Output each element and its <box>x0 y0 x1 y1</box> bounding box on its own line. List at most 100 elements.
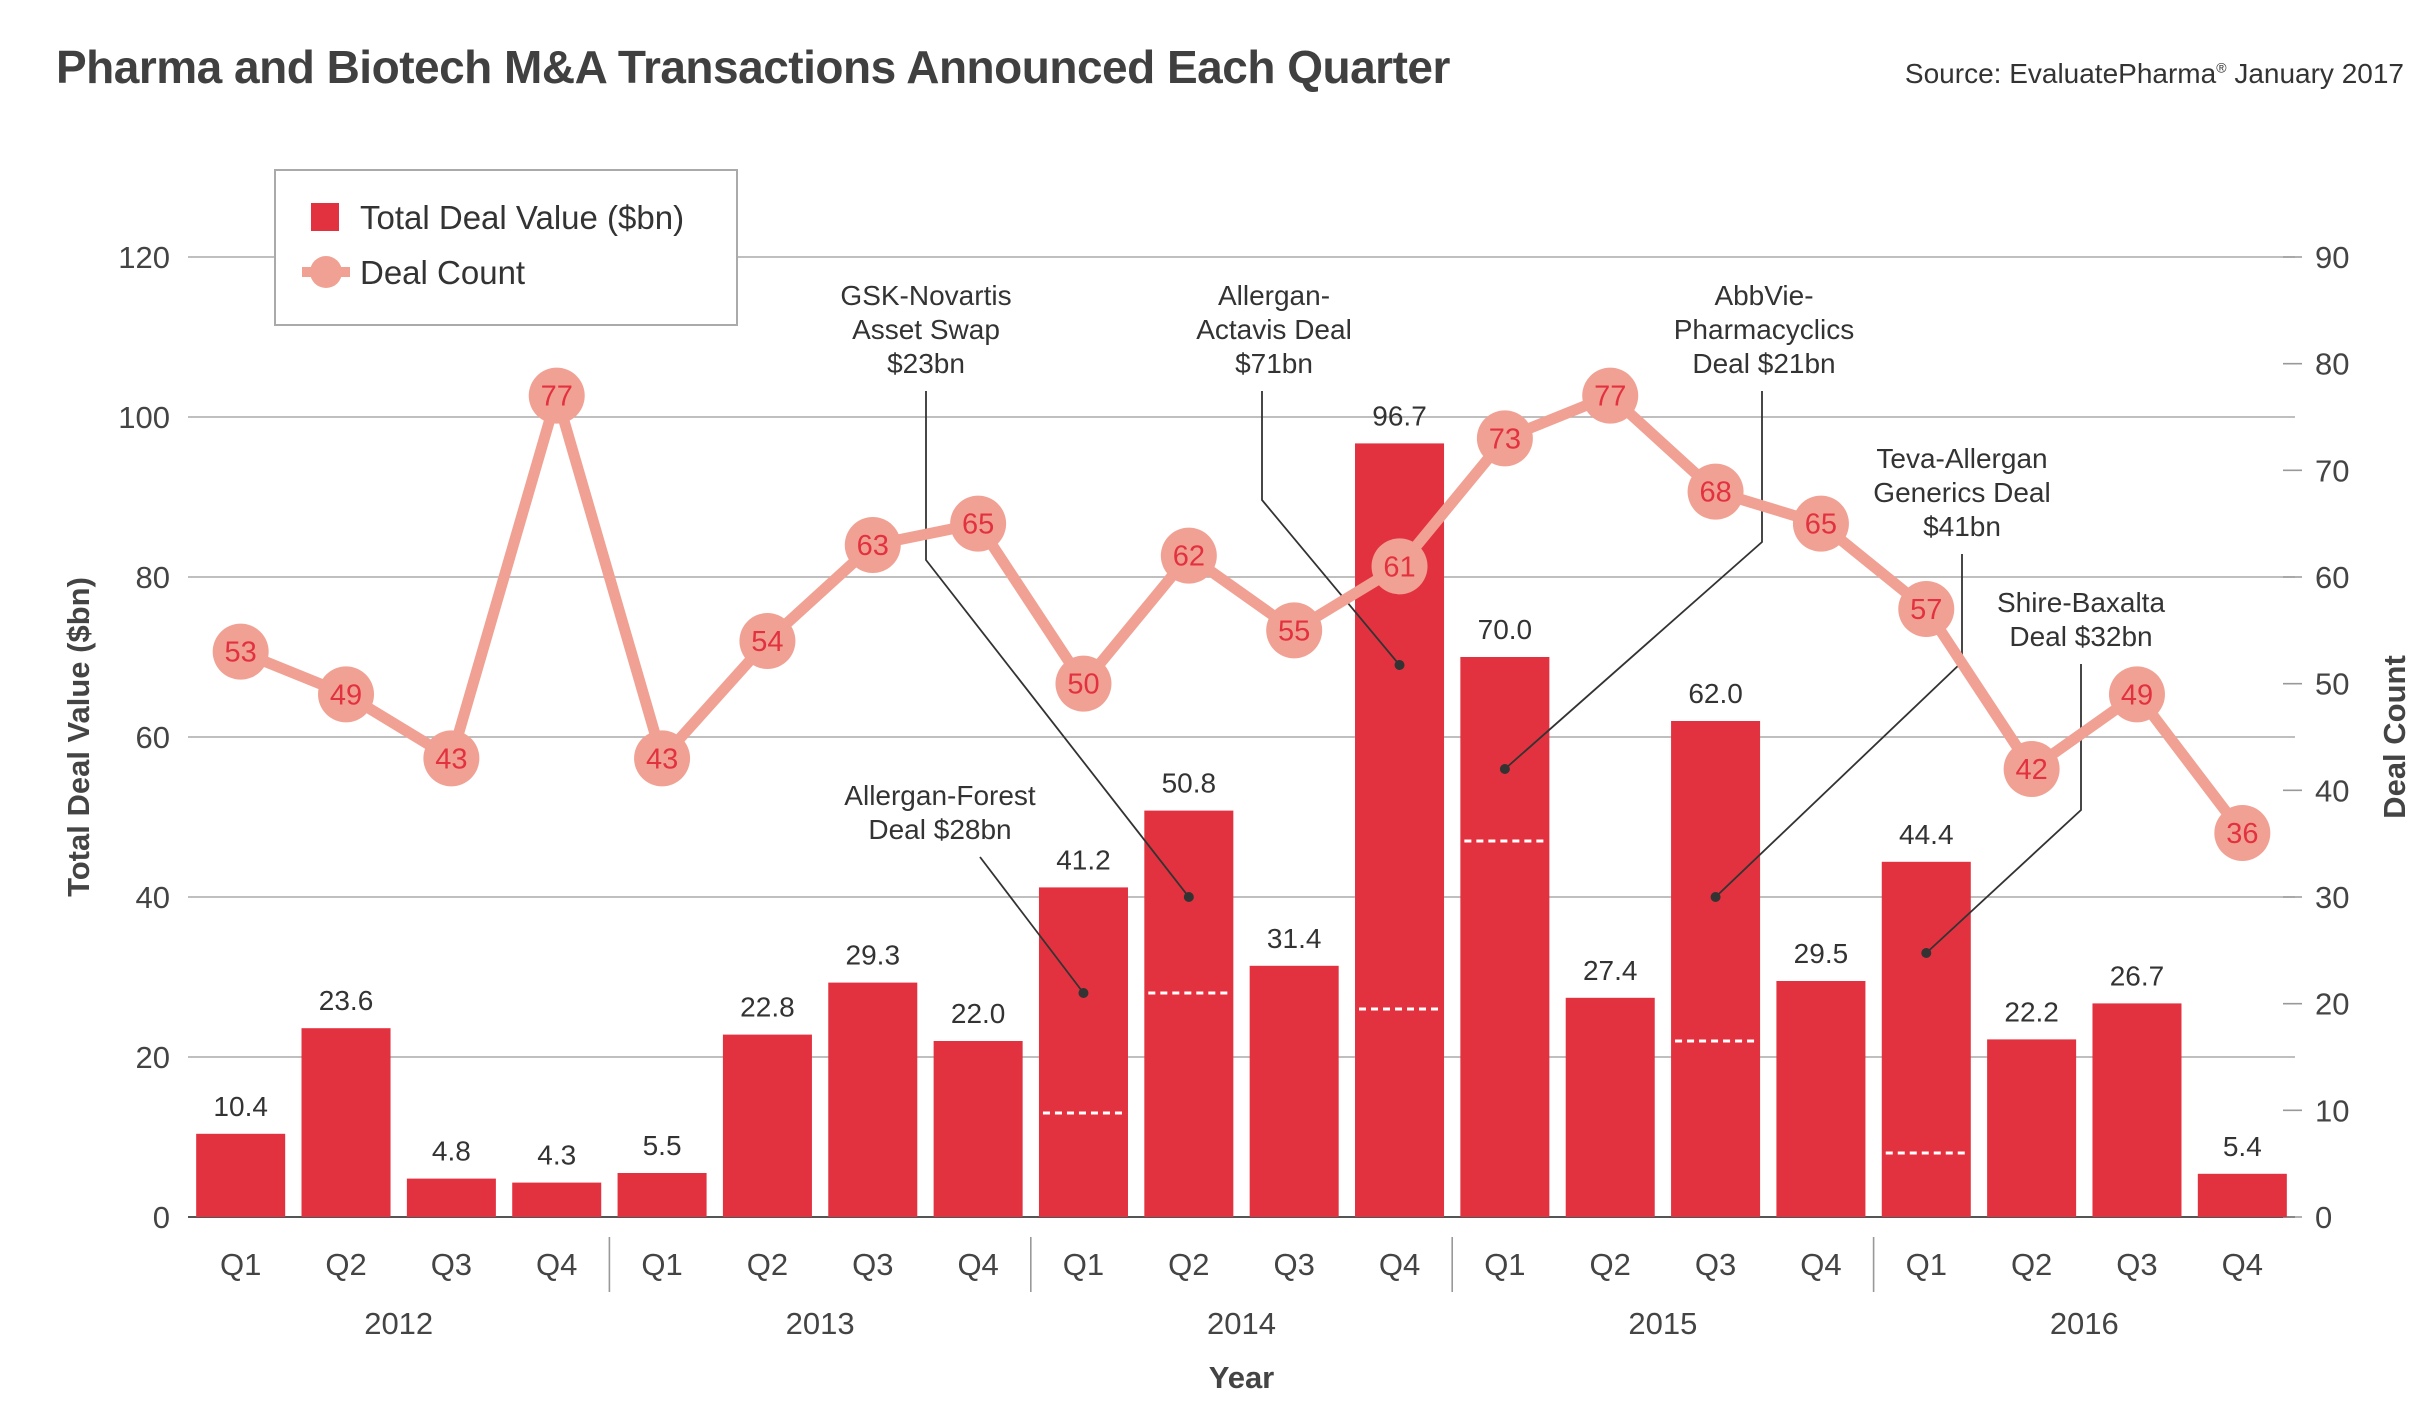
bar-value-label: 27.4 <box>1583 955 1638 986</box>
annotation-text: Deal $28bn <box>868 814 1011 845</box>
bar <box>1671 721 1761 1217</box>
deal-count-label: 68 <box>1699 477 1731 509</box>
deal-count-marker <box>1687 463 1744 520</box>
x-tick-label: Q4 <box>2222 1247 2263 1282</box>
x-tick-label: Q3 <box>852 1247 893 1282</box>
bar-value-label: 29.3 <box>846 940 901 971</box>
bar-value-label: 70.0 <box>1478 614 1533 645</box>
y-tick-label: 60 <box>136 720 170 755</box>
y-tick-label: 20 <box>136 1040 170 1075</box>
x-tick-label: Q2 <box>1590 1247 1631 1282</box>
x-tick-label: Q4 <box>536 1247 577 1282</box>
annotation-dot <box>1078 988 1089 998</box>
annotation-leader <box>1261 391 1401 666</box>
legend-swatch-marker <box>310 256 342 288</box>
deal-count-label: 55 <box>1278 615 1310 647</box>
deal-count-label: 50 <box>1067 669 1099 701</box>
legend-label-bar: Total Deal Value ($bn) <box>360 199 684 236</box>
annotation-dot <box>1710 892 1721 902</box>
annotation-text: Shire-Baxalta <box>1997 587 2166 618</box>
y-axis-title: Total Deal Value ($bn) <box>61 577 96 897</box>
bar-value-label: 23.6 <box>319 985 374 1016</box>
deal-count-marker <box>1055 655 1112 712</box>
bar-value-label: 5.4 <box>2223 1131 2262 1162</box>
deal-count-marker <box>2214 805 2271 861</box>
deal-count-marker <box>950 495 1007 552</box>
deal-count-label: 49 <box>330 679 362 711</box>
deal-count-marker <box>844 517 901 573</box>
deal-count-marker <box>739 613 796 669</box>
deal-count-label: 77 <box>1594 381 1626 413</box>
deal-count-marker <box>528 367 585 424</box>
year-label: 2013 <box>786 1306 855 1341</box>
y-tick-label: 40 <box>136 880 170 915</box>
annotation-dot <box>1921 948 1932 958</box>
year-label: 2012 <box>364 1306 433 1341</box>
deal-count-marker <box>318 666 375 723</box>
deal-count-label: 77 <box>541 381 573 413</box>
deal-count-marker <box>423 730 480 787</box>
x-tick-label: Q3 <box>2116 1247 2157 1282</box>
annotation-text: $23bn <box>887 348 965 379</box>
x-tick-label: Q1 <box>1063 1247 1104 1282</box>
y-tick-label: 0 <box>153 1200 170 1235</box>
bar-value-label: 29.5 <box>1794 938 1849 969</box>
x-tick-label: Q2 <box>747 1247 788 1282</box>
annotation-dot <box>1499 764 1510 774</box>
y2-tick-label: 80 <box>2315 347 2349 382</box>
year-label: 2016 <box>2050 1306 2119 1341</box>
annotation-leader <box>1925 664 2082 954</box>
bar <box>1249 965 1339 1217</box>
deal-count-marker <box>1898 581 1955 637</box>
bar-value-label: 10.4 <box>213 1091 268 1122</box>
deal-count-label: 63 <box>857 530 889 562</box>
bar-value-label: 31.4 <box>1267 923 1322 954</box>
bar <box>933 1041 1023 1217</box>
annotation-text: Asset Swap <box>852 314 1000 345</box>
bar <box>2197 1173 2287 1217</box>
deal-count-marker <box>2108 666 2165 723</box>
y2-tick-label: 10 <box>2315 1093 2349 1128</box>
legend-box <box>274 169 738 326</box>
bar <box>2092 1003 2182 1217</box>
y-tick-label: 120 <box>118 240 170 275</box>
deal-count-marker <box>1266 602 1323 659</box>
bar-value-label: 41.2 <box>1056 844 1111 875</box>
bar-value-label: 4.8 <box>432 1136 471 1167</box>
legend-label-line: Deal Count <box>360 254 525 291</box>
registered-mark: ® <box>2216 59 2227 76</box>
bar-value-label: 22.8 <box>740 992 795 1023</box>
bar-value-label: 44.4 <box>1899 819 1954 850</box>
deal-count-label: 65 <box>962 509 994 541</box>
deal-count-label: 36 <box>2226 818 2258 850</box>
deal-count-label: 62 <box>1173 541 1205 573</box>
x-tick-label: Q4 <box>957 1247 998 1282</box>
deal-count-label: 43 <box>646 743 678 775</box>
deal-count-marker <box>634 730 691 787</box>
annotation-dot <box>1394 660 1405 670</box>
bar <box>512 1182 602 1217</box>
x-tick-label: Q2 <box>325 1247 366 1282</box>
y2-tick-label: 70 <box>2315 453 2349 488</box>
bar <box>1987 1039 2077 1217</box>
bar <box>1144 810 1234 1217</box>
y2-tick-label: 30 <box>2315 880 2349 915</box>
deal-count-marker <box>1160 527 1217 584</box>
deal-count-label: 65 <box>1805 509 1837 541</box>
bar-value-label: 22.0 <box>951 998 1006 1029</box>
bar <box>1881 861 1971 1217</box>
x-tick-label: Q2 <box>2011 1247 2052 1282</box>
y2-tick-label: 20 <box>2315 987 2349 1022</box>
bar <box>1038 887 1128 1217</box>
y2-axis-title: Deal Count <box>2377 655 2412 819</box>
y2-tick-label: 50 <box>2315 667 2349 702</box>
bar <box>1460 657 1550 1217</box>
source-date: January 2017 <box>2234 58 2404 89</box>
year-label: 2014 <box>1207 1306 1276 1341</box>
bar <box>301 1028 391 1217</box>
y2-tick-label: 40 <box>2315 773 2349 808</box>
deal-count-label: 54 <box>751 626 783 658</box>
chart-title: Pharma and Biotech M&A Transactions Anno… <box>56 41 1450 93</box>
bar-value-label: 5.5 <box>643 1130 682 1161</box>
